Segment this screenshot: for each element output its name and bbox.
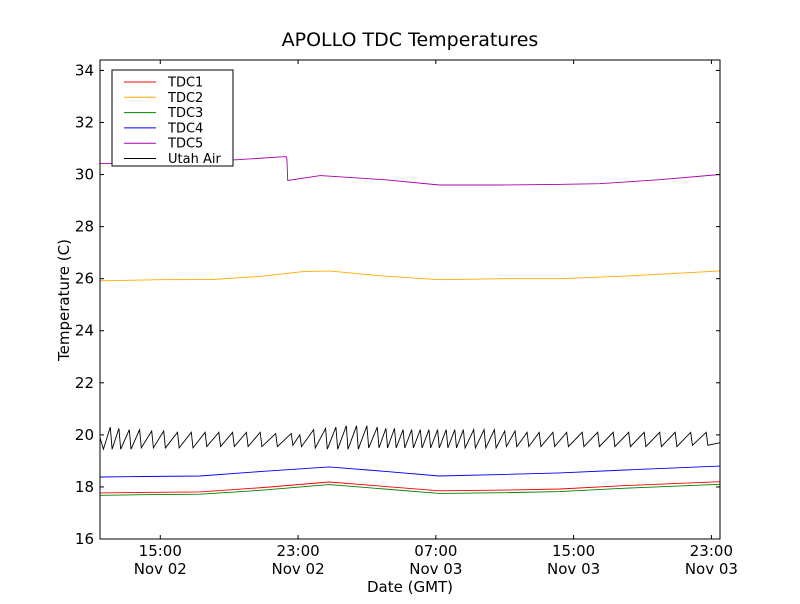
y-tick-label: 28: [75, 218, 94, 236]
series-line-tdc1: [100, 481, 720, 494]
series-line-tdc3: [100, 483, 720, 496]
y-tick-label: 24: [75, 322, 94, 340]
y-tick-label: 26: [75, 270, 94, 288]
y-tick-label: 20: [75, 426, 94, 444]
x-tick-time: 23:00: [690, 542, 733, 560]
legend-label: TDC5: [167, 137, 203, 152]
series-line-tdc2: [100, 270, 720, 282]
y-tick-label: 16: [75, 530, 94, 548]
x-tick-time: 23:00: [276, 542, 319, 560]
x-axis-label: Date (GMT): [367, 578, 453, 596]
chart-title: APOLLO TDC Temperatures: [282, 29, 539, 51]
x-tick-time: 07:00: [414, 542, 457, 560]
y-axis-label: Temperature (C): [55, 239, 73, 362]
x-tick-time: 15:00: [552, 542, 595, 560]
x-tick-time: 15:00: [139, 542, 182, 560]
legend-box: [111, 69, 234, 167]
y-tick-label: 34: [75, 61, 94, 79]
legend-label: TDC3: [167, 106, 203, 121]
x-tick-date: Nov 03: [547, 560, 600, 578]
plot-frame: [99, 59, 721, 540]
y-tick-label: 32: [75, 113, 94, 131]
x-tick-date: Nov 02: [271, 560, 324, 578]
legend-label: TDC1: [167, 76, 203, 91]
legend-label: Utah Air: [168, 152, 221, 167]
series-line-tdc4: [100, 465, 720, 478]
x-tick-date: Nov 03: [685, 560, 738, 578]
x-tick-date: Nov 02: [134, 560, 187, 578]
legend-label: TDC4: [167, 121, 203, 136]
y-tick-label: 18: [75, 478, 94, 496]
y-tick-label: 22: [75, 374, 94, 392]
series-line-utah-air: [100, 425, 720, 451]
series-line-tdc5: [100, 156, 720, 186]
x-tick-date: Nov 03: [409, 560, 462, 578]
y-tick-label: 30: [75, 166, 94, 184]
legend-label: TDC2: [167, 91, 203, 106]
